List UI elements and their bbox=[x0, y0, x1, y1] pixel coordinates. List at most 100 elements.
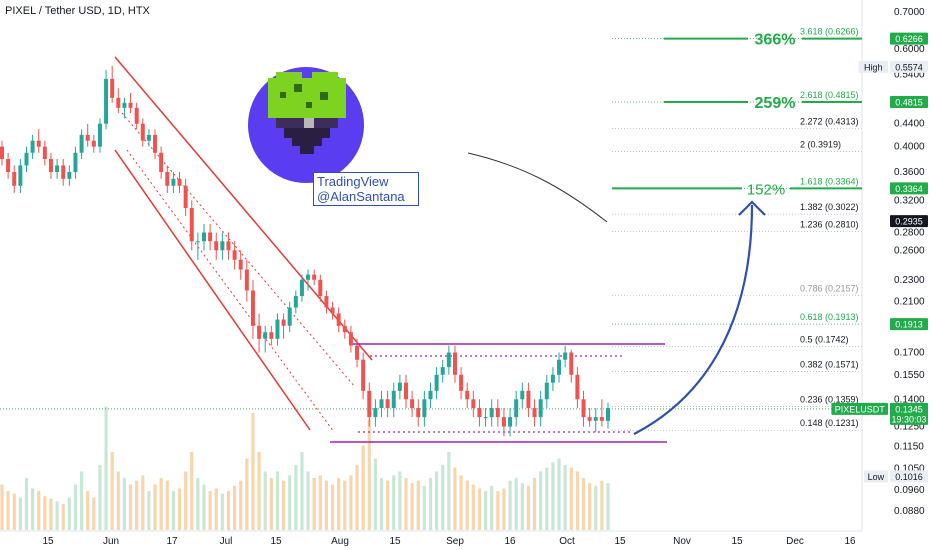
watermark-box: TradingView @AlanSantana bbox=[313, 172, 419, 206]
x-tick-label: 15 bbox=[270, 536, 282, 547]
candle-body bbox=[434, 374, 439, 391]
annotations bbox=[114, 56, 766, 443]
volume-bar bbox=[0, 484, 4, 530]
candle-body bbox=[73, 152, 78, 173]
volume-bar bbox=[220, 493, 224, 530]
target-label: 259% bbox=[755, 95, 796, 112]
candle-body bbox=[514, 399, 519, 418]
candle-body bbox=[0, 146, 4, 160]
channel-mid-line bbox=[126, 149, 335, 433]
volume-bar bbox=[514, 478, 518, 530]
volume-bar bbox=[190, 452, 194, 530]
candle-body bbox=[263, 332, 268, 339]
volume-bar bbox=[300, 452, 304, 530]
volume-bar bbox=[373, 458, 377, 530]
volume-bar bbox=[563, 465, 567, 530]
volume-bar bbox=[128, 484, 133, 530]
volume-bar bbox=[86, 491, 90, 530]
volume-bar bbox=[520, 483, 524, 530]
candle-body bbox=[593, 417, 598, 421]
volume-bar bbox=[122, 478, 127, 530]
candle-body bbox=[153, 134, 158, 153]
candle-body bbox=[122, 102, 127, 108]
volume-bar bbox=[239, 480, 243, 530]
price-tag-value: 0.5574 bbox=[895, 62, 923, 72]
volume-bar bbox=[275, 471, 280, 530]
candle-body bbox=[116, 97, 121, 108]
candle-body bbox=[336, 313, 341, 326]
candle-body bbox=[489, 408, 494, 418]
volume-bar bbox=[43, 496, 47, 530]
candle-body bbox=[318, 279, 323, 297]
volume-bar bbox=[496, 491, 500, 530]
volume-bar bbox=[526, 485, 531, 530]
volume-bar bbox=[312, 478, 316, 530]
y-tick-label: 0.1250 bbox=[894, 422, 925, 433]
price-tag-side bbox=[863, 470, 888, 483]
volume-bar bbox=[557, 458, 561, 530]
price-tag bbox=[890, 32, 928, 45]
volume-bar bbox=[422, 485, 426, 530]
candle-body bbox=[367, 390, 372, 418]
candle-body bbox=[416, 408, 421, 418]
volume-bar bbox=[196, 478, 200, 530]
volume-bar bbox=[361, 445, 365, 530]
volume-bar bbox=[490, 485, 494, 530]
channel-upper-line bbox=[114, 56, 373, 361]
y-tick-label: 0.5400 bbox=[894, 69, 925, 80]
candle-body bbox=[446, 352, 451, 368]
candle-body bbox=[330, 307, 335, 314]
volume-bar bbox=[226, 491, 231, 530]
fib-label: 1.382 (0.3022) bbox=[800, 202, 859, 212]
fib-label: 2.618 (0.4815) bbox=[800, 90, 859, 100]
volume-bar bbox=[330, 484, 335, 530]
volume-bar bbox=[606, 483, 610, 530]
candle-body bbox=[134, 107, 139, 124]
candle-body bbox=[18, 165, 23, 186]
volume-bar bbox=[55, 501, 59, 530]
volume-bar bbox=[386, 480, 390, 530]
volume-bar bbox=[37, 491, 41, 530]
volume-bar bbox=[343, 480, 347, 530]
candle-body bbox=[232, 250, 237, 260]
bullish-arrow bbox=[633, 204, 754, 435]
volume-bar bbox=[508, 480, 512, 530]
volume-bar bbox=[288, 475, 292, 530]
volume-bar bbox=[453, 467, 457, 530]
volume-bar bbox=[477, 488, 482, 530]
candle-body bbox=[159, 152, 164, 173]
volume-bar bbox=[428, 478, 433, 530]
price-tag-side-label: High bbox=[864, 62, 883, 72]
channel-lower-line bbox=[114, 149, 311, 431]
candle-body bbox=[501, 417, 506, 427]
fib-label: 3.618 (0.6266) bbox=[800, 27, 859, 37]
candle-body bbox=[404, 382, 408, 400]
candle-body bbox=[587, 417, 592, 421]
fib-label: 0.618 (0.1913) bbox=[800, 312, 859, 322]
candle-body bbox=[140, 123, 145, 141]
candle-body bbox=[110, 78, 115, 98]
volume-bar bbox=[575, 471, 579, 530]
candle-body bbox=[67, 172, 72, 179]
price-tag bbox=[890, 470, 928, 483]
x-tick-label: 15 bbox=[614, 536, 626, 547]
volume-bar bbox=[135, 480, 139, 530]
candle-body bbox=[563, 352, 568, 360]
candle-body bbox=[269, 332, 274, 339]
volume-bar bbox=[545, 467, 549, 530]
price-tag-value: 0.1913 bbox=[895, 320, 923, 330]
candle-body bbox=[24, 152, 29, 166]
volume-bar bbox=[459, 475, 463, 530]
candle-body bbox=[410, 399, 415, 409]
x-tick-label: 16 bbox=[844, 536, 856, 547]
volume-bar bbox=[171, 491, 175, 530]
volume-bar bbox=[208, 491, 212, 530]
y-tick-label: 0.2300 bbox=[894, 275, 925, 286]
volume-bar bbox=[31, 488, 35, 530]
volume-bars bbox=[0, 406, 610, 530]
price-tags: 0.6266 0.5574 High 0.4815 0.3364 0.2935 0.1913… bbox=[831, 32, 928, 483]
candle-body bbox=[299, 279, 304, 297]
candle-body bbox=[104, 78, 109, 124]
targets: 366% 259% 152% bbox=[612, 32, 862, 198]
